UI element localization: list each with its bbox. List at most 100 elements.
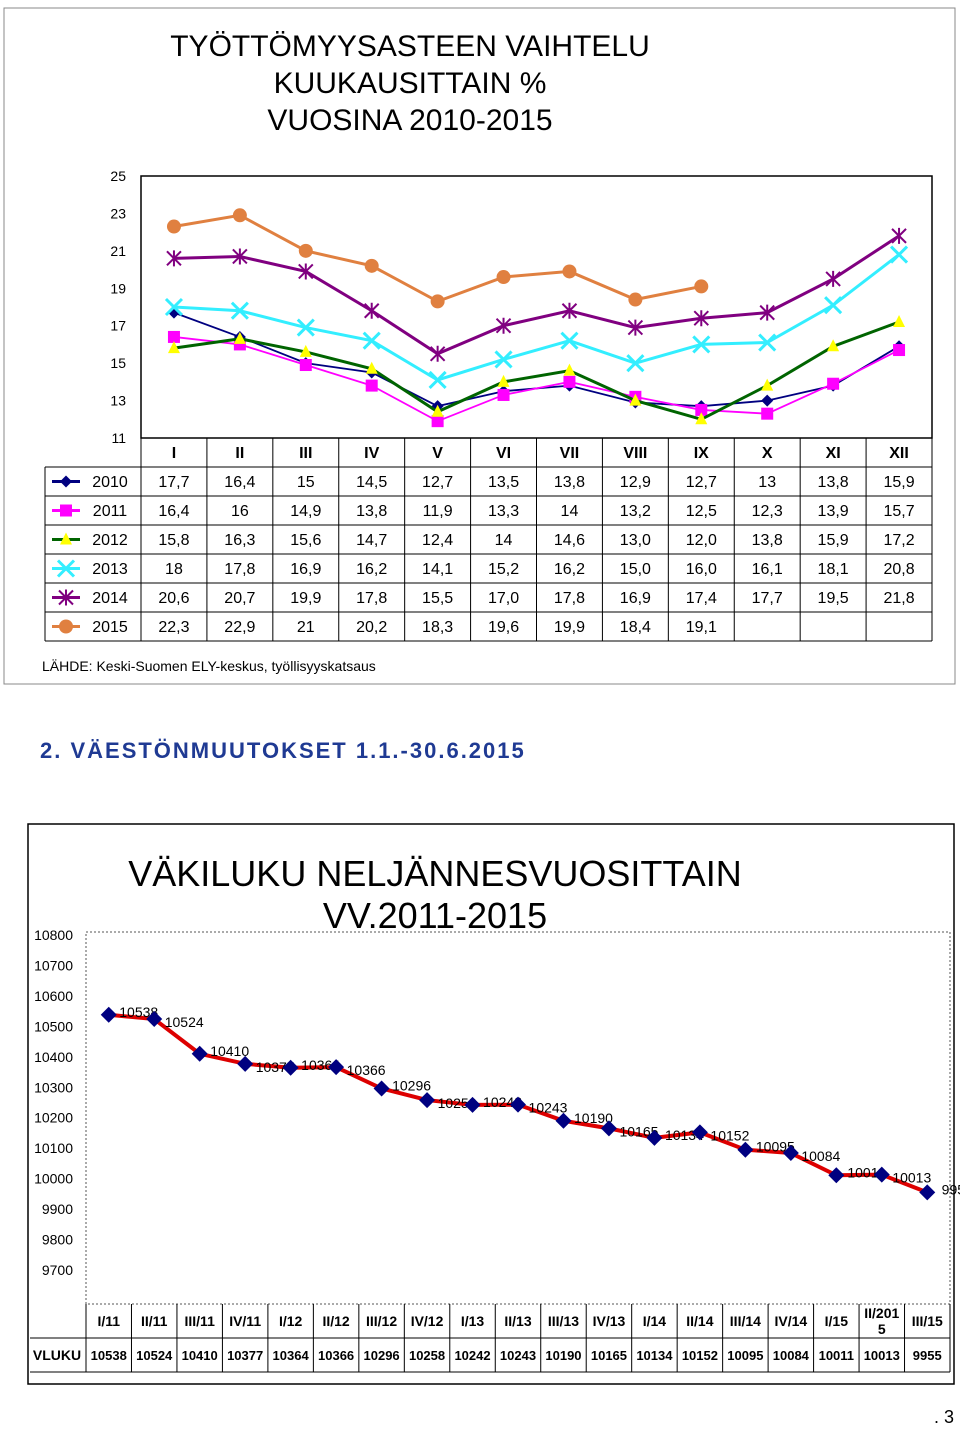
chart1-data-label: 13,3 xyxy=(488,503,519,520)
chart1-data-label: 19,1 xyxy=(686,619,717,636)
chart2-data-label: 10013 xyxy=(892,1170,931,1186)
chart2-data-label: 10524 xyxy=(165,1014,204,1030)
chart2-table-value: 10538 xyxy=(91,1348,127,1363)
chart1-data-label: 17,8 xyxy=(356,590,387,607)
chart1-data-label: 15,7 xyxy=(883,503,914,520)
chart2-table-value: 9955 xyxy=(913,1348,942,1363)
chart1-data-label: 13,2 xyxy=(620,503,651,520)
chart1-legend-label: 2010 xyxy=(92,474,128,491)
chart1-point-2012 xyxy=(629,393,642,406)
chart2-y-tick: 10600 xyxy=(34,988,73,1004)
chart1-legend-label: 2011 xyxy=(93,503,128,520)
chart1-data-label: 13,8 xyxy=(752,532,783,549)
chart1-point-2014 xyxy=(759,304,775,321)
chart2-point xyxy=(464,1096,481,1113)
chart2-x-tick-label: III/13 xyxy=(548,1313,579,1329)
chart1-x-tick-label: IV xyxy=(364,445,379,462)
chart1-data-label: 13,5 xyxy=(488,474,519,491)
chart1-point-2011 xyxy=(563,375,576,388)
chart1-point-2011 xyxy=(167,330,180,343)
chart1-line-2011 xyxy=(173,336,900,423)
chart1-x-tick-label: II xyxy=(235,445,244,462)
chart2-table-value: 10095 xyxy=(727,1348,763,1363)
chart1-y-tick: 11 xyxy=(111,430,126,446)
chart1-data-label: 15,2 xyxy=(488,561,519,578)
chart2-data-label: 10410 xyxy=(210,1043,249,1059)
chart2-point xyxy=(691,1124,708,1141)
chart1-point-2013 xyxy=(758,333,777,352)
chart1-point-2014 xyxy=(495,317,512,334)
chart1-x-tick-label: VII xyxy=(560,445,580,462)
chart2-title-line: VV.2011-2015 xyxy=(323,895,547,936)
chart1-data-label: 17,2 xyxy=(883,532,914,549)
chart1-data-label: 12,9 xyxy=(620,474,651,491)
chart2-y-axis: 10800 10700 10600 10500 10400 10300 10200 10100… xyxy=(34,927,73,1278)
chart1-point-2015 xyxy=(232,208,247,223)
chart1-legend-marker xyxy=(60,504,72,517)
chart2-y-tick: 10400 xyxy=(34,1049,73,1065)
chart1-x-tick-label: III xyxy=(299,445,312,462)
chart1-data-label: 15,8 xyxy=(158,532,189,549)
chart2-table-value: 10013 xyxy=(864,1348,900,1363)
chart2-x-tick-label: I/13 xyxy=(461,1313,485,1329)
chart1-point-2014 xyxy=(298,263,314,280)
chart1-point-2012 xyxy=(893,314,906,327)
chart1-line-2012 xyxy=(173,320,900,421)
chart1-point-2013 xyxy=(494,350,513,369)
chart1-y-tick: 19 xyxy=(110,280,126,296)
chart1-data-label: 13 xyxy=(758,474,776,491)
chart1-point-2014 xyxy=(561,302,578,319)
chart1-y-tick: 25 xyxy=(110,168,126,184)
chart1-data-label: 22,3 xyxy=(158,619,189,636)
chart1-point-2013 xyxy=(428,370,447,390)
chart2-title-line: VÄKILUKU NELJÄNNESVUOSITTAIN xyxy=(128,853,741,894)
chart2-x-tick-label: II/11 xyxy=(141,1313,168,1329)
chart2-y-tick: 10300 xyxy=(34,1079,73,1095)
chart1-data-label: 12,5 xyxy=(686,503,717,520)
chart1-legend-marker xyxy=(59,619,73,634)
chart1-data-label: 16,0 xyxy=(686,561,717,578)
chart1-point-2012 xyxy=(167,341,180,354)
chart1-data-label: 15 xyxy=(297,474,315,491)
chart1-data-label: 16,4 xyxy=(224,474,255,491)
chart1-line-2014 xyxy=(173,234,900,356)
chart2-x-tick-label: II/12 xyxy=(322,1313,349,1329)
chart1-data-label: 17,0 xyxy=(488,590,519,607)
chart1-point-2013 xyxy=(362,331,381,350)
chart1-x-tick-label: IX xyxy=(694,445,709,462)
chart1-data-label: 20,7 xyxy=(224,590,255,607)
chart2-x-tick-label: IV/12 xyxy=(411,1313,444,1329)
chart1-data-label: 13,9 xyxy=(818,503,849,520)
chart2-point xyxy=(782,1145,799,1162)
chart2-x-tick-label: IV/11 xyxy=(229,1313,261,1329)
chart2-y-tick: 10000 xyxy=(34,1171,73,1187)
chart2-x-tick-label: II/13 xyxy=(504,1313,531,1329)
chart2-x-tick-label: III/15 xyxy=(912,1313,943,1329)
chart2-x-tick-label: III/14 xyxy=(730,1313,761,1329)
chart1-point-2013 xyxy=(824,296,843,315)
chart1-point-2013 xyxy=(692,335,711,354)
chart2-data-label: 10366 xyxy=(347,1062,386,1078)
chart2-point xyxy=(873,1166,890,1183)
chart1-data-label: 17,8 xyxy=(224,561,255,578)
chart2-point xyxy=(555,1112,572,1129)
chart1-point-2013 xyxy=(626,354,645,373)
chart1-legend-label: 2013 xyxy=(92,561,128,578)
chart2-data-label: 9955 xyxy=(942,1181,960,1197)
chart2-data-label: 10296 xyxy=(392,1077,431,1093)
chart2-table-value: 10524 xyxy=(136,1348,173,1363)
chart1-title-line: VUOSINA 2010-2015 xyxy=(267,104,552,137)
chart2-point xyxy=(328,1059,345,1076)
chart1-data-label: 12,4 xyxy=(422,532,453,549)
chart1-point-2010 xyxy=(761,394,774,407)
chart1-source-note: LÄHDE: Keski-Suomen ELY-keskus, työllisy… xyxy=(42,658,376,674)
chart1-legend-marker xyxy=(60,475,72,488)
chart2-point xyxy=(600,1120,617,1137)
chart2-data-label: 10152 xyxy=(710,1127,749,1143)
chart1-point-2012 xyxy=(365,361,378,374)
chart1-data-label: 13,8 xyxy=(554,474,585,491)
chart1-point-2011 xyxy=(431,415,444,428)
chart1-point-2015 xyxy=(166,219,181,234)
chart1-x-tick-label: X xyxy=(762,445,773,462)
